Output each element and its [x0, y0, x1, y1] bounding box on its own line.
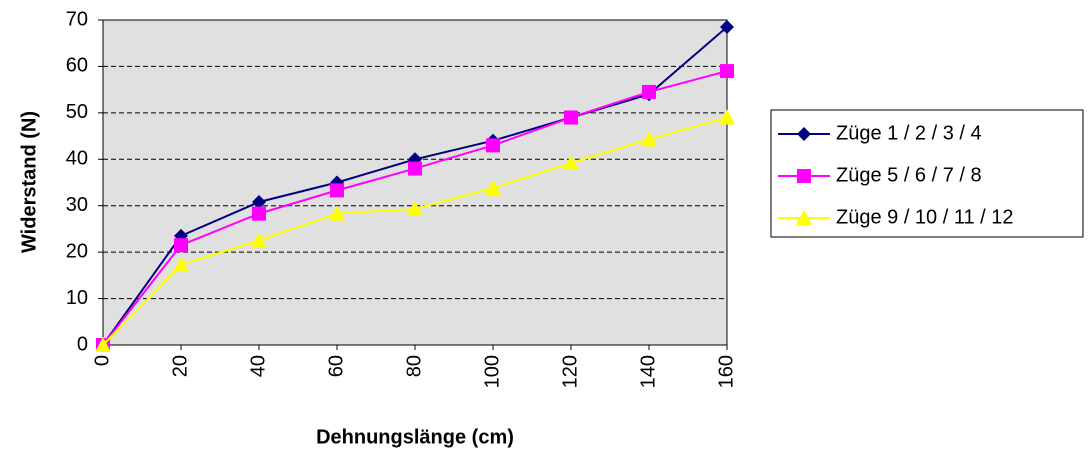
marker — [251, 232, 267, 248]
x-tick-label: 120 — [559, 355, 581, 388]
marker — [173, 256, 189, 272]
x-tick-label: 60 — [325, 355, 347, 377]
legend-label: Züge 1 / 2 / 3 / 4 — [836, 122, 982, 144]
marker — [642, 84, 656, 99]
x-tick-label: 100 — [481, 355, 503, 388]
marker — [174, 238, 188, 253]
marker — [720, 64, 734, 79]
marker — [564, 110, 578, 125]
y-tick-label: 40 — [66, 148, 88, 170]
x-tick-label: 20 — [169, 355, 191, 377]
y-tick-label: 30 — [66, 194, 88, 216]
marker — [252, 206, 266, 221]
marker — [485, 180, 501, 196]
marker — [641, 131, 657, 147]
legend-label: Züge 9 / 10 / 11 / 12 — [836, 206, 1014, 228]
marker — [719, 109, 735, 125]
marker — [95, 337, 111, 352]
marker — [486, 138, 500, 153]
legend-marker — [797, 127, 811, 141]
marker — [407, 200, 423, 216]
x-tick-label: 140 — [637, 355, 659, 388]
marker — [563, 155, 579, 170]
y-axis-label: Widerstand (N) — [18, 111, 40, 253]
y-tick-label: 0 — [77, 333, 88, 355]
legend-label: Züge 5 / 6 / 7 / 8 — [836, 164, 982, 186]
x-tick-label: 160 — [715, 355, 737, 388]
marker — [330, 183, 344, 198]
marker — [252, 195, 266, 209]
y-tick-label: 70 — [66, 8, 88, 30]
x-axis-label: Dehnungslänge (cm) — [316, 426, 514, 448]
legend: Züge 1 / 2 / 3 / 4 Züge 5 / 6 / 7 / 8 Züge… — [770, 109, 1084, 238]
marker — [329, 205, 345, 221]
y-tick-label: 20 — [66, 240, 88, 262]
y-tick-label: 50 — [66, 101, 88, 123]
marker — [720, 19, 734, 34]
legend-box — [770, 109, 1084, 238]
y-tick-label: 60 — [66, 55, 88, 77]
legend-marker — [796, 210, 812, 225]
x-tick-label: 40 — [247, 355, 269, 377]
marker — [408, 161, 422, 176]
x-tick-label: 80 — [403, 355, 425, 377]
plot-area — [102, 19, 728, 346]
y-tick-label: 10 — [66, 287, 88, 309]
x-tick-label: 0 — [91, 355, 113, 366]
legend-marker — [797, 169, 811, 183]
